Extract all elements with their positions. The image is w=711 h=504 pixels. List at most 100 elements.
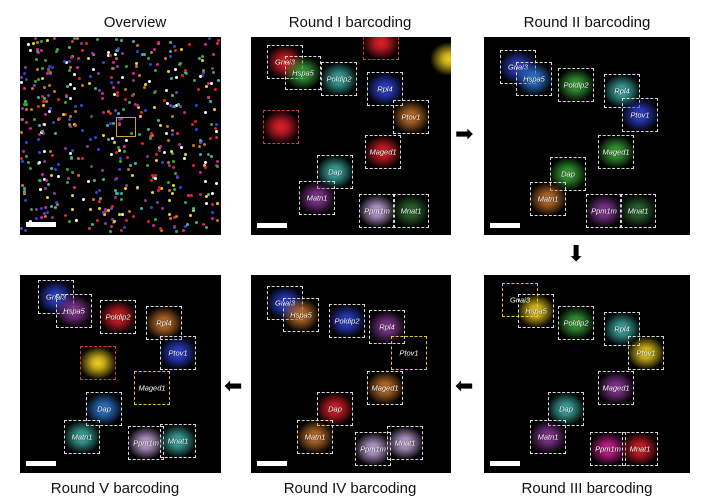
overview-dot [56,203,59,206]
overview-dot [55,50,58,53]
hspa5-spot [285,57,321,89]
overview-dot [85,42,88,45]
overview-dot [155,153,158,156]
overview-dot [20,157,23,160]
overview-dot [104,210,107,213]
overview-dot [71,149,74,152]
overview-dot [175,91,178,94]
dap-label: Dap [97,404,111,414]
overview-dot [150,206,153,209]
overview-dot [201,74,204,77]
ppm1m-spot [586,195,622,227]
overview-dot [204,43,207,46]
overview-dot [92,198,95,201]
overview-dot [87,57,90,60]
hspa5-label: Hspa5 [525,306,547,316]
overview-dot [27,161,30,164]
overview-dot [211,203,214,206]
overview-dot [51,216,54,219]
overview-dot [111,205,114,208]
overview-dot [57,175,60,178]
overview-dot [37,96,40,99]
overview-dot [74,105,77,108]
overview-dot [62,113,65,116]
matn1-box [64,420,100,454]
overview-dot [47,69,50,72]
overview-dot [66,85,69,88]
overview-dot [157,189,160,192]
overview-dot [36,68,39,71]
overview-dot [51,154,54,157]
overview-dot [41,77,44,80]
overview-dot [148,80,151,83]
rpl4-label: Rpl4 [614,324,630,334]
poldip2-spot [558,69,594,101]
overview-dot [216,202,219,205]
overview-dot [131,174,134,177]
overview-dot [96,219,99,222]
overview-dot [37,105,40,108]
overview-dot [151,191,154,194]
mnat1-box [620,194,656,228]
overview-dot [54,168,57,171]
overview-dot [138,74,141,77]
overview-dot [89,138,92,141]
overview-dot [146,164,149,167]
overview-dot [123,145,126,148]
hspa5-label: Hspa5 [523,74,545,84]
overview-dot [211,67,214,70]
overview-dot [104,222,107,225]
overview-dot [90,115,93,118]
maged1-spot [598,136,634,168]
overview-dot [110,207,113,210]
overview-dot [110,76,113,79]
overview-dot [216,42,219,45]
overview-dot [50,174,53,177]
dap-box [317,392,353,426]
mnat1-label: Mnat1 [394,438,416,448]
maged1-box [598,135,634,169]
dap-box [548,392,584,426]
overview-dot [111,218,114,221]
overview-dot [69,83,72,86]
poldip2-label: Poldip2 [334,316,360,326]
overview-dot [118,122,121,125]
ptov1-label: Ptov1 [168,348,188,358]
overview-dot [118,118,121,121]
overview-dot [29,127,32,130]
overview-dot [30,208,33,211]
overview-dot [215,123,218,126]
overview-dot [199,75,202,78]
overview-dot [190,194,193,197]
overview-dot [40,49,43,52]
overview-dot [57,98,60,101]
hspa5-spot [283,299,319,331]
ppm1m-label: Ppm1m [360,444,386,454]
overview-dot [92,68,95,71]
poldip2-label: Poldip2 [563,318,589,328]
overview-dot [47,94,50,97]
poldip2-label: Poldip2 [563,80,589,90]
overview-dot [173,216,176,219]
ptov1-box [393,100,429,134]
overview-dot [214,127,217,130]
overview-dot [21,107,24,110]
overview-dot [155,159,158,162]
overview-dot [102,61,105,64]
overview-dot [115,57,118,60]
overview-dot [43,123,46,126]
overview-dot [78,77,81,80]
overview-dot [154,174,157,177]
overview-dot [215,136,218,139]
overview-dot [40,216,43,219]
overview-dot [114,109,117,112]
overview-dot [73,186,76,189]
zoom-region-box [116,117,136,137]
overview-dot [118,213,121,216]
overview-dot [89,75,92,78]
overview-dot [21,184,24,187]
overview-dot [215,130,218,133]
overview-dot [64,147,67,150]
overview-dot [204,111,207,114]
scale-bar [490,223,520,228]
